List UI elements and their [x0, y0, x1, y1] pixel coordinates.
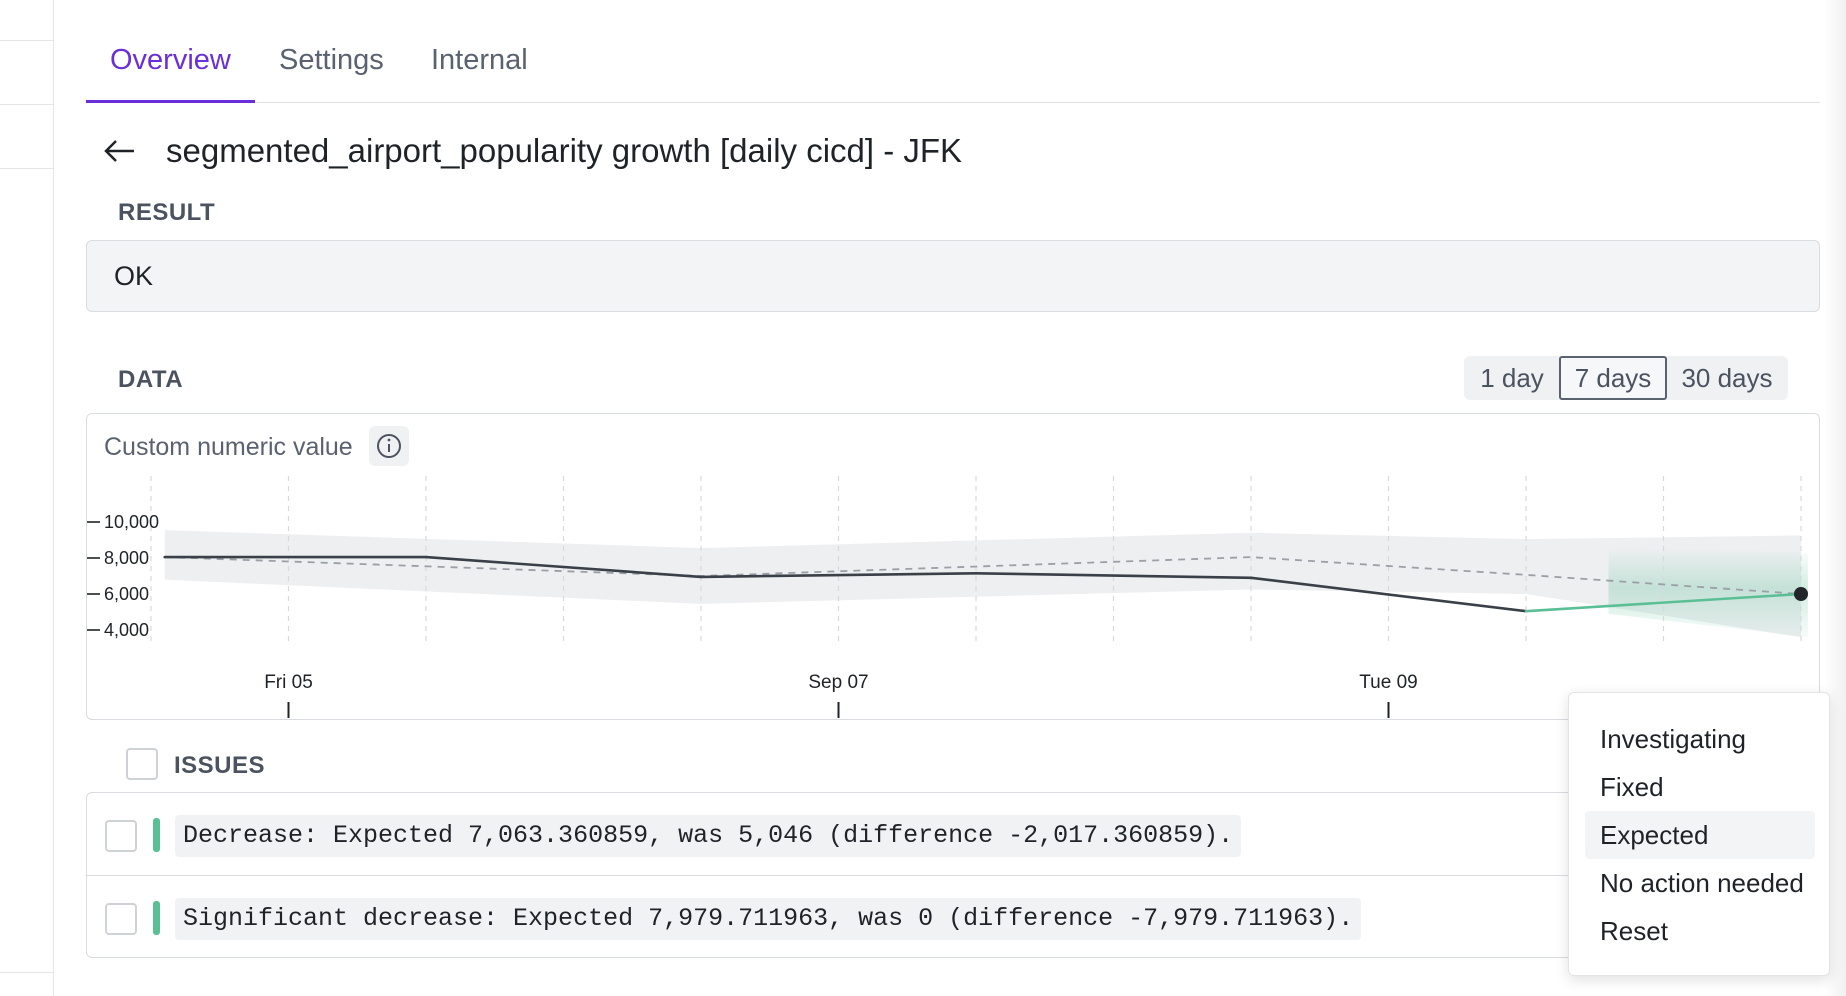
- result-box: OK: [86, 240, 1820, 312]
- menu-item-reset[interactable]: Reset: [1600, 916, 1668, 946]
- back-arrow-icon[interactable]: [103, 134, 137, 168]
- time-range-selector: 1 day 7 days 30 days: [1464, 356, 1788, 400]
- page-title: segmented_airport_popularity growth [dai…: [166, 132, 963, 169]
- y-tick-label: 8,000: [104, 548, 149, 568]
- tab-internal[interactable]: Internal: [431, 44, 528, 76]
- issues-list: Decrease: Expected 7,063.360859, was 5,0…: [86, 792, 1820, 958]
- menu-item-fixed[interactable]: Fixed: [1600, 772, 1664, 802]
- menu-item-no-action-needed[interactable]: No action needed: [1600, 868, 1804, 898]
- issue-checkbox[interactable]: [105, 903, 137, 935]
- tab-bar: Overview Settings Internal: [86, 0, 1820, 103]
- left-rail-divider: [0, 168, 54, 169]
- left-rail-divider: [0, 972, 54, 973]
- left-rail-divider: [0, 104, 54, 105]
- issue-row: Significant decrease: Expected 7,979.711…: [87, 875, 1819, 957]
- result-value: OK: [114, 261, 154, 291]
- issue-text: Significant decrease: Expected 7,979.711…: [175, 898, 1362, 940]
- issue-row: Decrease: Expected 7,063.360859, was 5,0…: [87, 793, 1819, 875]
- tab-settings[interactable]: Settings: [279, 44, 384, 76]
- range-7-days-button[interactable]: 7 days: [1559, 356, 1667, 400]
- issue-checkbox[interactable]: [105, 820, 137, 852]
- issue-status-menu: Investigating Fixed Expected No action n…: [1568, 692, 1830, 976]
- issues-label: ISSUES: [174, 752, 266, 779]
- left-rail: [0, 0, 54, 996]
- expected-series-line: [164, 556, 1802, 595]
- issue-text: Decrease: Expected 7,063.360859, was 5,0…: [175, 815, 1242, 857]
- actual-series-segment: [1249, 576, 1528, 613]
- x-tick-label: Sep 07: [808, 672, 868, 693]
- menu-item-expected[interactable]: Expected: [1585, 811, 1815, 859]
- x-tick-label: Tue 09: [1359, 672, 1417, 693]
- tab-overview[interactable]: Overview: [110, 44, 231, 76]
- issue-severity-bar: [153, 901, 160, 935]
- actual-series-segment: [699, 572, 978, 579]
- info-icon[interactable]: [369, 426, 409, 466]
- metric-chart: 10,000 8,000 6,000 4,000 Fri 05 Sep 07 Tue 09: [87, 476, 1808, 718]
- menu-item-investigating[interactable]: Investigating: [1600, 724, 1746, 754]
- left-rail-divider: [0, 40, 54, 41]
- range-30-days-button[interactable]: 30 days: [1668, 356, 1786, 400]
- actual-series-segment: [424, 555, 703, 579]
- x-tick-label: Fri 05: [264, 672, 313, 693]
- actual-series-segment: [1524, 592, 1803, 613]
- data-label: DATA: [118, 366, 184, 393]
- select-all-issues-checkbox[interactable]: [126, 748, 158, 780]
- y-tick-label: 4,000: [104, 620, 149, 640]
- y-tick-label: 10,000: [104, 512, 159, 532]
- issue-severity-bar: [153, 818, 160, 852]
- y-tick-label: 6,000: [104, 584, 149, 604]
- chart-title: Custom numeric value: [104, 433, 353, 461]
- chart-card: Custom numeric value 10,000 8,000 6,000 4,0…: [86, 413, 1820, 720]
- latest-point-marker: [1794, 587, 1808, 601]
- confidence-band: [164, 530, 1801, 638]
- anomaly-highlight-band: [1608, 547, 1808, 638]
- active-tab-indicator: [86, 100, 255, 103]
- range-1-day-button[interactable]: 1 day: [1466, 356, 1558, 400]
- result-label: RESULT: [118, 199, 216, 226]
- actual-series-segment: [974, 572, 1253, 580]
